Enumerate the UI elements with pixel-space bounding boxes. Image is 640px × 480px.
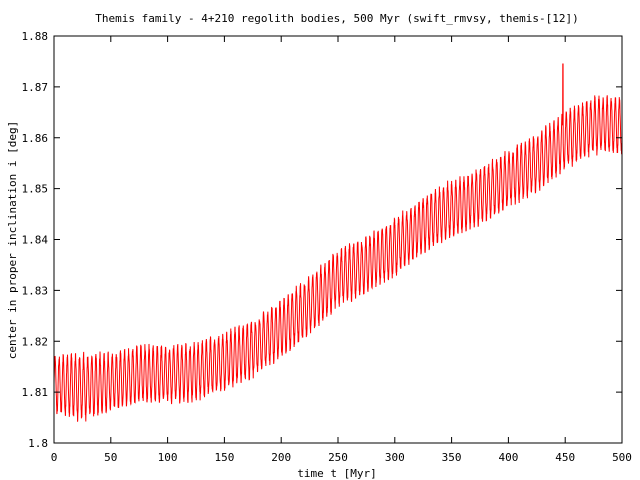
y-tick-label: 1.81 — [22, 386, 49, 399]
x-tick-label: 150 — [214, 451, 234, 464]
y-axis-label: center in proper inclination i [deg] — [6, 121, 19, 359]
x-tick-label: 200 — [271, 451, 291, 464]
x-tick-label: 250 — [328, 451, 348, 464]
x-tick-label: 0 — [51, 451, 58, 464]
y-tick-label: 1.84 — [22, 234, 49, 247]
x-tick-label: 300 — [385, 451, 405, 464]
x-tick-label: 500 — [612, 451, 632, 464]
y-tick-label: 1.82 — [22, 335, 49, 348]
x-tick-label: 450 — [555, 451, 575, 464]
y-tick-label: 1.87 — [22, 81, 49, 94]
y-tick-label: 1.83 — [22, 284, 49, 297]
x-tick-label: 100 — [158, 451, 178, 464]
y-tick-label: 1.8 — [28, 437, 48, 450]
series-layer — [53, 63, 623, 422]
y-tick-label: 1.86 — [22, 132, 49, 145]
x-tick-label: 400 — [498, 451, 518, 464]
x-axis-label: time t [Myr] — [297, 467, 376, 480]
axes-layer: 0 50 100 150 200 250 300 350 400 450 500 1.8 1.81 1.8… — [22, 30, 632, 464]
series-line — [53, 63, 623, 422]
x-tick-label: 350 — [442, 451, 462, 464]
chart-title: Themis family - 4+210 regolith bodies, 5… — [95, 12, 578, 25]
x-tick-label: 50 — [104, 451, 117, 464]
y-tick-label: 1.88 — [22, 30, 49, 43]
y-tick-label: 1.85 — [22, 183, 49, 196]
